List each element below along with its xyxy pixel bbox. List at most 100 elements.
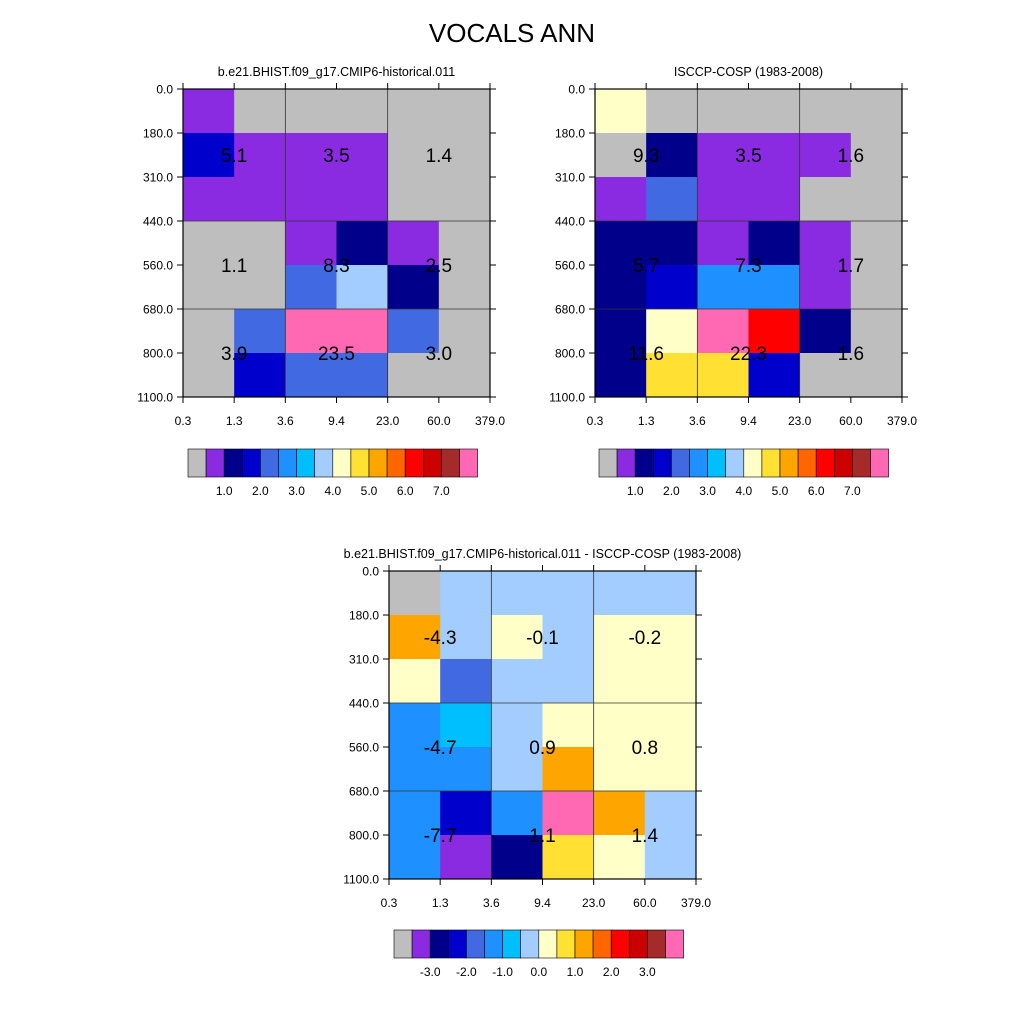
colorbar-label: 1.0 [216, 484, 233, 498]
heatmap-cell [644, 703, 697, 748]
heatmap-cell [748, 265, 801, 310]
panel-title: b.e21.BHIST.f09_g17.CMIP6-historical.011… [344, 547, 742, 561]
colorbar-swatch [332, 448, 352, 478]
heatmap-cell [387, 309, 440, 354]
x-tick-label: 0.3 [587, 414, 604, 428]
colorbar-swatch [761, 448, 781, 478]
x-tick-label: 1.3 [432, 896, 449, 910]
heatmap-cell [595, 89, 647, 134]
heatmap-cell [387, 221, 440, 266]
heatmap-cell [593, 791, 646, 836]
colorbar-swatch [797, 448, 817, 478]
block-value-label: 1.7 [838, 256, 864, 277]
block-value-label: 11.6 [628, 344, 664, 365]
block-value-label: 3.9 [221, 344, 247, 365]
heatmap-cell [644, 835, 697, 880]
block-value-label: 1.1 [221, 256, 247, 277]
colorbar-swatch [459, 448, 478, 478]
heatmap-cell [183, 353, 235, 398]
colorbar-swatch [616, 448, 636, 478]
x-tick-label: 1.3 [638, 414, 655, 428]
block-value-label: -0.2 [628, 628, 661, 649]
colorbar: -3.0 -2.0 -1.0 0.0 1.0 2.0 3.0 [393, 929, 684, 979]
heatmap-cell [285, 177, 337, 222]
colorbar-swatch [393, 929, 413, 959]
y-tick-label: 680.0 [143, 303, 173, 317]
heatmap-cell [850, 133, 903, 178]
heatmap-cell [336, 133, 389, 178]
colorbar-swatch [411, 929, 431, 959]
colorbar-swatch [833, 448, 853, 478]
heatmap-cell [595, 265, 647, 310]
heatmap-cell [285, 221, 337, 266]
heatmap-cell [491, 791, 543, 836]
colorbar-swatch [368, 448, 388, 478]
heatmap-cell [234, 353, 286, 398]
colorbar-swatch [422, 448, 442, 478]
block-value-label: 1.6 [838, 146, 864, 167]
y-tick-label: 800.0 [555, 347, 585, 361]
heatmap-cell [440, 659, 492, 704]
heatmap-cell [799, 133, 852, 178]
colorbar-label: 2.0 [603, 965, 620, 979]
heatmap-cell [799, 265, 852, 310]
heatmap-cell [285, 265, 337, 310]
heatmap-cell [748, 309, 801, 354]
heatmap-cell [646, 221, 698, 266]
heatmap-cell [336, 221, 389, 266]
x-tick-label: 23.0 [376, 414, 400, 428]
x-tick-label: 379.0 [887, 414, 917, 428]
heatmap-cell [644, 791, 697, 836]
colorbar-swatch [447, 929, 467, 959]
colorbar-swatch [652, 448, 672, 478]
heatmap-cell [234, 309, 286, 354]
y-tick-label: 0.0 [568, 83, 585, 97]
heatmap-cell [336, 309, 389, 354]
heatmap-cell [697, 221, 749, 266]
colorbar-label: 6.0 [808, 484, 825, 498]
y-tick-label: 440.0 [555, 215, 585, 229]
x-tick-label: 0.3 [175, 414, 192, 428]
x-tick-label: 1.3 [226, 414, 243, 428]
heatmap-cell [799, 309, 852, 354]
block-value-label: 3.5 [735, 146, 761, 167]
y-tick-label: 310.0 [555, 171, 585, 185]
y-tick-label: 560.0 [349, 741, 379, 755]
chart-panel-3: b.e21.BHIST.f09_g17.CMIP6-historical.011… [343, 547, 741, 979]
y-tick-label: 310.0 [143, 171, 173, 185]
heatmap-cell [234, 221, 286, 266]
heatmap-cell [697, 89, 749, 134]
heatmap-cell [438, 89, 491, 134]
block-value-label: 5.1 [221, 146, 247, 167]
block-value-label: 8.3 [323, 256, 349, 277]
heatmap-cell [438, 221, 491, 266]
heatmap-cell [440, 835, 492, 880]
heatmap-cell [595, 221, 647, 266]
heatmap-cell [646, 177, 698, 222]
block-value-label: -4.3 [424, 628, 457, 649]
colorbar-label: -1.0 [492, 965, 513, 979]
heatmap-cell [387, 89, 440, 134]
heatmap-cell [593, 703, 646, 748]
colorbar-swatch [815, 448, 835, 478]
colorbar-label: 1.0 [567, 965, 584, 979]
heatmap-cell [850, 221, 903, 266]
heatmap-cell [336, 177, 389, 222]
y-tick-label: 560.0 [555, 259, 585, 273]
heatmap-cell [183, 89, 235, 134]
heatmap-cell [542, 747, 595, 792]
heatmap-cell [595, 177, 647, 222]
heatmap-cell [285, 309, 337, 354]
heatmap-cell [748, 177, 801, 222]
colorbar-label: -3.0 [420, 965, 441, 979]
colorbar-swatch [314, 448, 334, 478]
heatmap-cell [183, 265, 235, 310]
block-value-label: 1.6 [838, 344, 864, 365]
heatmap-cell [644, 659, 697, 704]
block-value-label: 9.3 [633, 146, 659, 167]
y-tick-label: 0.0 [362, 565, 379, 579]
y-tick-label: 1100.0 [549, 391, 585, 405]
heatmap-cell [595, 133, 647, 178]
heatmap-cell [389, 615, 441, 660]
